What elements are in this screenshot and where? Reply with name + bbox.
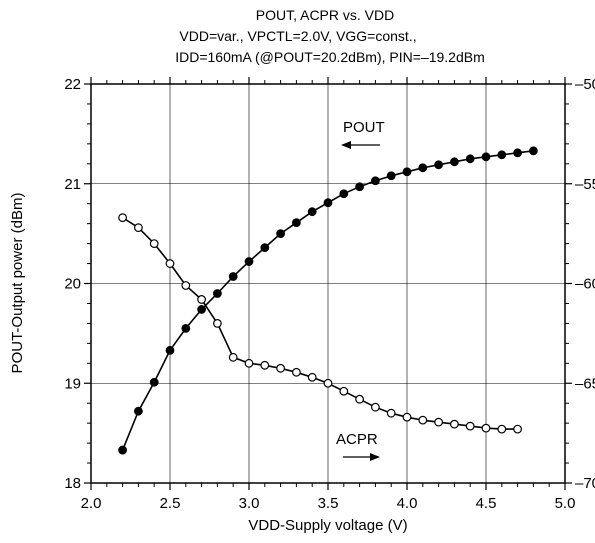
point-pout <box>339 189 349 199</box>
point-pout <box>529 146 538 156</box>
x-axis-label: VDD-Supply voltage (V) <box>248 517 407 534</box>
point-pout <box>276 229 286 239</box>
point-pout <box>181 323 191 333</box>
arrow-pout-head <box>341 141 351 149</box>
point-acpr <box>323 378 333 388</box>
point-acpr <box>165 259 175 268</box>
x-tick-label: 3.5 <box>318 495 339 512</box>
y-left-tick-label: 22 <box>64 76 81 93</box>
series-line-acpr <box>122 217 518 430</box>
point-acpr <box>497 424 507 434</box>
point-acpr <box>276 363 286 373</box>
point-acpr <box>371 402 380 412</box>
x-tick-label: 4.5 <box>476 495 497 512</box>
point-pout <box>197 305 207 314</box>
point-pout <box>165 345 175 355</box>
point-acpr <box>133 223 143 233</box>
point-pout <box>418 163 428 173</box>
x-tick-label: 5.0 <box>555 495 576 512</box>
point-acpr <box>149 239 159 249</box>
point-acpr <box>197 295 207 304</box>
y-right-tick-label: –50 <box>575 76 595 93</box>
point-acpr <box>260 360 270 370</box>
point-pout <box>434 160 444 170</box>
point-acpr <box>355 394 365 404</box>
point-pout <box>228 272 238 281</box>
grid <box>91 84 565 483</box>
point-pout <box>513 148 522 158</box>
y-right-tick-label: –70 <box>575 475 595 492</box>
point-pout <box>481 152 491 162</box>
point-pout <box>323 198 333 208</box>
tick-marks <box>84 77 572 490</box>
y-left-tick-label: 19 <box>64 375 81 392</box>
point-acpr <box>402 412 412 422</box>
point-pout <box>260 243 270 252</box>
x-tick-label: 4.0 <box>397 495 418 512</box>
arrow-acpr-head <box>370 453 380 461</box>
point-acpr <box>292 367 301 377</box>
y-left-tick-label: 18 <box>64 475 81 492</box>
point-acpr <box>465 421 475 431</box>
point-acpr <box>513 424 522 434</box>
x-tick-label: 2.0 <box>81 495 102 512</box>
point-acpr <box>212 319 222 328</box>
point-acpr <box>450 419 459 429</box>
title-line-2: VDD=var., VPCTL=2.0V, VGG=const., <box>179 28 416 44</box>
point-pout <box>244 257 254 266</box>
point-pout <box>292 218 301 228</box>
point-pout <box>355 182 365 192</box>
chart-title: POUT, ACPR vs. VDD VDD=var., VPCTL=2.0V,… <box>175 7 485 65</box>
point-pout <box>386 171 396 181</box>
point-pout <box>497 150 507 160</box>
point-acpr <box>339 386 349 396</box>
y-right-tick-label: –55 <box>575 176 595 193</box>
series-layer <box>118 146 538 455</box>
point-pout <box>307 207 317 217</box>
title-line-3: IDD=160mA (@POUT=20.2dBm), PIN=–19.2dBm <box>175 49 485 65</box>
title-line-1: POUT, ACPR vs. VDD <box>256 7 394 23</box>
y-left-tick-label: 20 <box>64 276 81 293</box>
x-tick-label: 3.0 <box>239 495 260 512</box>
y-left-tick-label: 21 <box>64 176 81 193</box>
point-pout <box>450 157 459 167</box>
point-pout <box>212 289 222 298</box>
annotations: POUT ACPR <box>336 119 385 461</box>
point-acpr <box>228 352 238 362</box>
point-acpr <box>118 213 127 223</box>
point-acpr <box>181 281 191 290</box>
y-right-tick-label: –60 <box>575 276 595 293</box>
point-pout <box>149 377 159 387</box>
y-right-tick-labels: –70 –65 –60 –55 –50 <box>575 76 595 492</box>
point-pout <box>118 445 127 455</box>
point-acpr <box>307 372 317 382</box>
y-axis-label-left: POUT-Output power (dBm) <box>9 193 26 374</box>
point-acpr <box>434 417 444 427</box>
y-right-tick-label: –65 <box>575 375 595 392</box>
annotation-pout: POUT <box>343 119 385 136</box>
point-pout <box>133 406 143 416</box>
point-pout <box>465 154 475 164</box>
annotation-acpr: ACPR <box>336 431 378 448</box>
point-acpr <box>244 358 254 368</box>
x-tick-label: 2.5 <box>160 495 181 512</box>
point-acpr <box>481 423 491 433</box>
point-pout <box>371 176 380 186</box>
point-acpr <box>418 415 428 425</box>
point-acpr <box>386 408 396 418</box>
y-left-tick-labels: 18 19 20 21 22 <box>64 76 81 492</box>
point-pout <box>402 167 412 177</box>
x-tick-labels: 2.0 2.5 3.0 3.5 4.0 4.5 5.0 <box>81 495 576 512</box>
